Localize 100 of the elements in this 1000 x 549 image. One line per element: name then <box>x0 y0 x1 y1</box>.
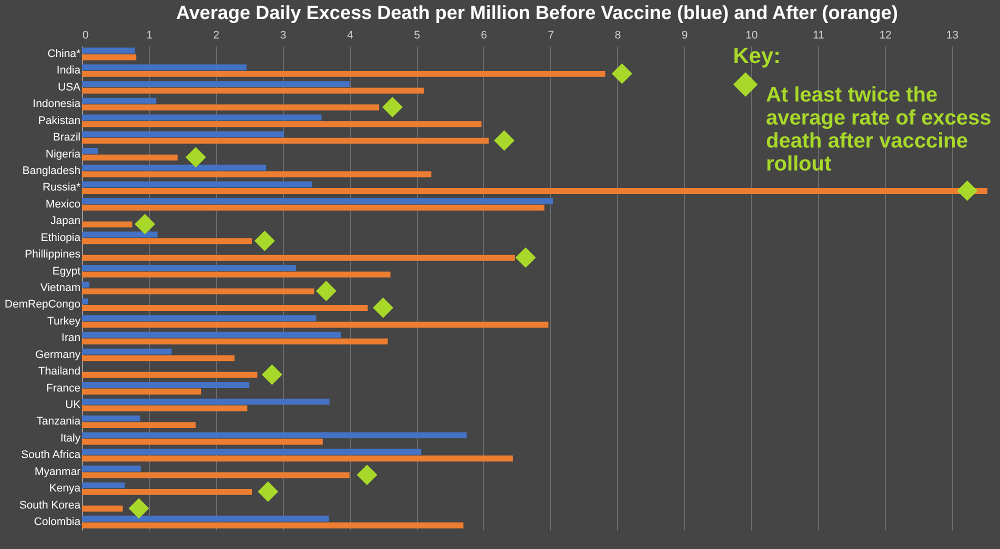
bar <box>82 154 178 161</box>
x-tick-label: 5 <box>414 30 420 42</box>
y-tick-label: Thailand <box>38 366 80 378</box>
y-tick-label: Brazil <box>52 132 80 144</box>
chart-title: Average Daily Excess Death per Million Before Vaccine (blue) and After (orange) <box>176 3 898 24</box>
y-tick-label: Bangladesh <box>22 164 80 177</box>
y-tick-label: Pakistan <box>38 114 80 127</box>
bar <box>82 204 544 211</box>
x-tick-label: 13 <box>946 30 958 42</box>
y-tick-label: DemRepCongo <box>4 298 80 311</box>
y-tick-label: Turkey <box>47 315 81 328</box>
bar <box>82 448 422 455</box>
y-tick-label: Myanmar <box>34 466 81 478</box>
bar <box>82 81 350 88</box>
x-tick-label: 8 <box>614 30 621 42</box>
bar <box>82 332 341 338</box>
bar <box>82 121 482 128</box>
bar <box>82 305 368 311</box>
y-tick-label: China* <box>47 48 82 60</box>
bar <box>82 432 467 438</box>
bar <box>82 98 156 104</box>
y-tick-label: Japan <box>50 215 80 228</box>
y-tick-label: Iran <box>62 332 80 344</box>
bar <box>82 405 248 412</box>
bar <box>82 88 424 94</box>
x-tick-label: 7 <box>548 30 554 42</box>
bar <box>82 282 90 288</box>
bar <box>82 298 88 304</box>
bar <box>82 348 172 355</box>
bar <box>82 148 98 154</box>
x-tick-label: 6 <box>480 30 488 42</box>
y-tick-label: Mexico <box>46 198 80 210</box>
bar <box>82 466 141 472</box>
y-tick-label: Phillippines <box>24 248 81 261</box>
bar <box>82 482 125 488</box>
bar <box>82 338 388 344</box>
y-tick-label: Indonesia <box>32 98 82 110</box>
bar <box>82 181 312 188</box>
y-tick-label: France <box>46 382 80 394</box>
y-tick-label: UK <box>65 399 82 412</box>
x-tick-label: 11 <box>812 30 824 42</box>
bar <box>82 516 329 522</box>
legend-title: Key: <box>733 43 781 68</box>
y-tick-label: Vietnam <box>40 282 80 294</box>
bar <box>82 456 513 462</box>
bar <box>82 54 136 60</box>
bar <box>82 265 296 271</box>
y-tick-label: South Africa <box>21 449 82 462</box>
y-tick-label: South Korea <box>19 499 82 512</box>
y-tick-label: Nigeria <box>46 148 82 160</box>
bar <box>82 438 323 445</box>
bar <box>82 164 266 171</box>
y-tick-label: Kenya <box>49 482 82 495</box>
bar <box>82 272 390 278</box>
bar <box>82 415 140 422</box>
x-tick-label: 9 <box>682 30 688 42</box>
x-tick-label: 4 <box>347 30 354 42</box>
y-tick-label: India <box>56 64 82 77</box>
bar <box>82 506 123 512</box>
x-tick-label: 10 <box>745 30 758 42</box>
y-tick-label: Ethiopia <box>40 232 82 244</box>
x-tick-label: 12 <box>879 30 892 42</box>
bar <box>82 254 515 261</box>
bar <box>82 48 135 54</box>
x-tick-label: 2 <box>213 30 220 42</box>
y-tick-label: Russia* <box>42 182 82 194</box>
bar <box>82 398 330 405</box>
y-tick-label: Colombia <box>34 516 82 528</box>
bar <box>82 315 316 322</box>
y-tick-label: Italy <box>60 432 81 444</box>
x-tick-label: 0 <box>82 30 89 42</box>
bar <box>82 221 132 228</box>
bar <box>82 288 314 294</box>
y-tick-label: Egypt <box>52 265 80 278</box>
bar <box>82 388 202 395</box>
y-tick-label: Tanzania <box>36 416 82 428</box>
x-tick-label: 3 <box>280 30 286 42</box>
bar <box>82 232 158 238</box>
bar <box>82 422 196 428</box>
bar <box>82 472 350 478</box>
bar <box>82 198 554 204</box>
bar <box>82 70 606 77</box>
x-tick-label: 1 <box>146 30 152 42</box>
y-tick-label: USA <box>58 81 82 94</box>
bar <box>82 114 322 120</box>
bar <box>82 372 258 378</box>
bar <box>82 355 235 362</box>
bar <box>82 104 380 110</box>
bar <box>82 188 988 194</box>
bar <box>82 322 548 328</box>
bar <box>82 238 252 244</box>
bar <box>82 64 247 70</box>
y-tick-label: Germany <box>35 348 81 361</box>
bar <box>82 131 284 138</box>
legend-label: At least twice the average rate of excess death after vacccine rollout <box>766 84 992 176</box>
bar <box>82 171 432 178</box>
bar <box>82 522 464 528</box>
bar <box>82 138 489 144</box>
bar <box>82 488 252 495</box>
bar <box>82 382 250 388</box>
